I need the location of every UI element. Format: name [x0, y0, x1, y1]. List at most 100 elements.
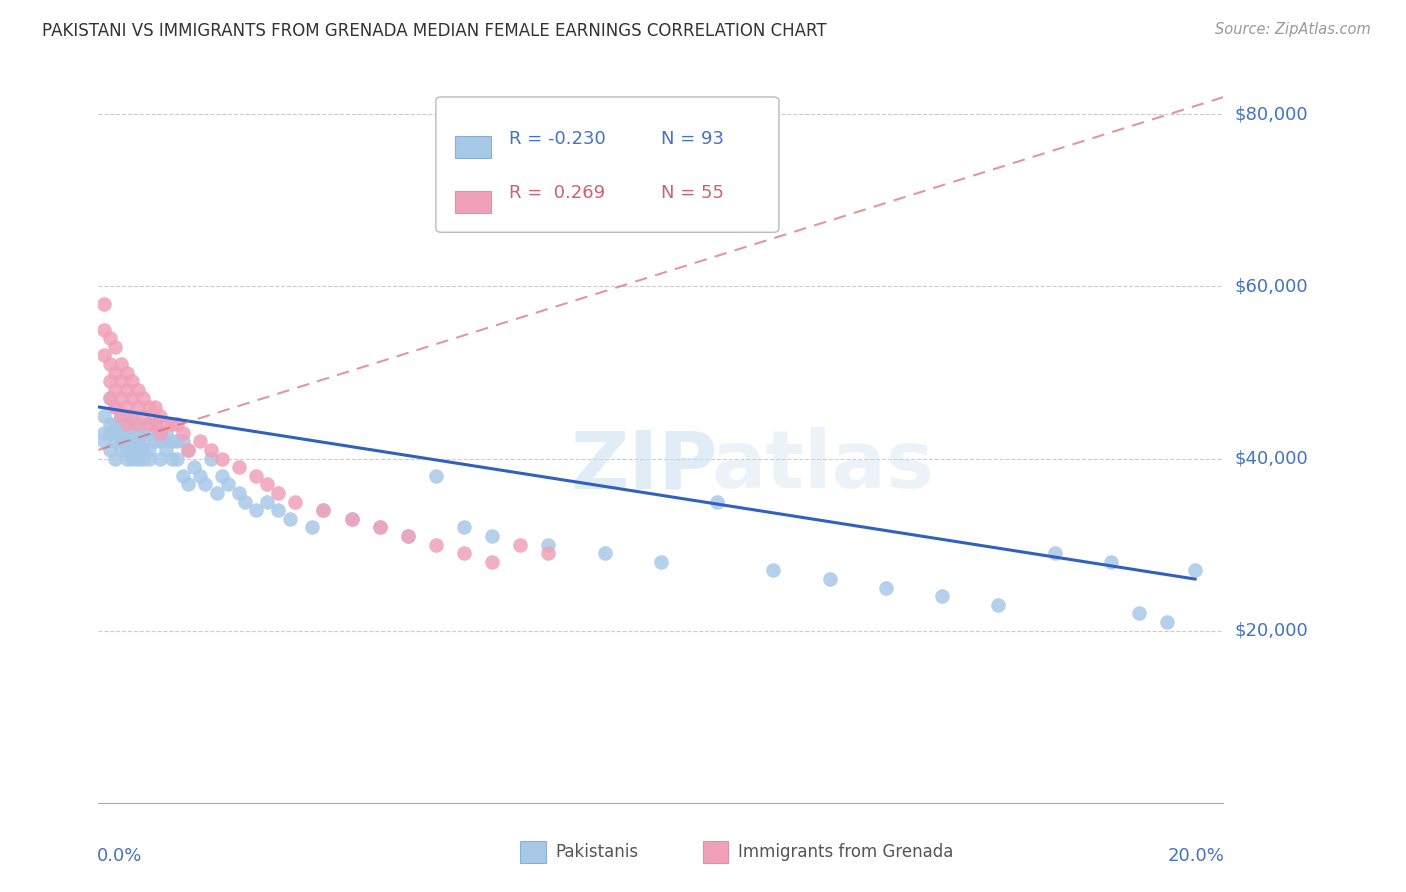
Point — [132, 451, 155, 466]
Point — [121, 417, 143, 432]
Point — [931, 589, 953, 603]
Point — [312, 503, 335, 517]
Point — [138, 417, 160, 432]
Bar — [456, 191, 491, 213]
Text: N = 93: N = 93 — [661, 130, 724, 148]
Point — [228, 486, 250, 500]
Point — [115, 366, 138, 380]
Text: $20,000: $20,000 — [1234, 622, 1308, 640]
Point — [160, 417, 183, 432]
Point — [121, 442, 143, 457]
Point — [301, 520, 323, 534]
Point — [188, 434, 211, 449]
Point — [217, 477, 239, 491]
Text: R = -0.230: R = -0.230 — [509, 130, 606, 148]
Point — [396, 529, 419, 543]
Point — [110, 409, 132, 423]
Point — [149, 451, 172, 466]
Point — [200, 451, 222, 466]
Point — [98, 417, 121, 432]
Point — [127, 434, 149, 449]
Point — [425, 468, 447, 483]
Bar — [456, 136, 491, 158]
Point — [110, 442, 132, 457]
Point — [312, 503, 335, 517]
Point — [183, 460, 205, 475]
Point — [172, 434, 194, 449]
Text: N = 55: N = 55 — [661, 184, 724, 202]
Point — [104, 434, 127, 449]
Point — [115, 400, 138, 414]
Point — [138, 400, 160, 414]
Point — [104, 340, 127, 354]
Point — [143, 400, 166, 414]
Point — [132, 442, 155, 457]
Point — [425, 538, 447, 552]
Point — [340, 512, 363, 526]
Point — [149, 425, 172, 440]
Point — [245, 468, 267, 483]
Point — [127, 417, 149, 432]
Point — [1043, 546, 1066, 560]
Text: Immigrants from Grenada: Immigrants from Grenada — [738, 843, 953, 862]
Point — [177, 442, 200, 457]
Point — [121, 392, 143, 406]
Point — [368, 520, 391, 534]
Point — [537, 538, 560, 552]
Point — [143, 434, 166, 449]
Point — [155, 417, 177, 432]
Text: Pakistanis: Pakistanis — [555, 843, 638, 862]
Point — [172, 425, 194, 440]
Point — [138, 417, 160, 432]
Point — [194, 477, 217, 491]
Text: 20.0%: 20.0% — [1167, 847, 1225, 864]
Point — [110, 425, 132, 440]
Point — [93, 296, 115, 310]
Point — [1099, 555, 1122, 569]
Point — [284, 494, 307, 508]
Point — [93, 434, 115, 449]
Text: 0.0%: 0.0% — [97, 847, 142, 864]
Point — [104, 417, 127, 432]
Point — [233, 494, 256, 508]
Point — [98, 425, 121, 440]
Point — [104, 400, 127, 414]
Point — [110, 434, 132, 449]
Text: Source: ZipAtlas.com: Source: ZipAtlas.com — [1215, 22, 1371, 37]
Point — [245, 503, 267, 517]
Point — [256, 494, 278, 508]
Point — [160, 434, 183, 449]
Point — [143, 425, 166, 440]
Point — [340, 512, 363, 526]
Point — [104, 366, 127, 380]
Text: $80,000: $80,000 — [1234, 105, 1308, 123]
FancyBboxPatch shape — [436, 97, 779, 232]
Point — [127, 400, 149, 414]
Point — [177, 477, 200, 491]
Point — [115, 417, 138, 432]
Point — [267, 486, 290, 500]
Point — [121, 409, 143, 423]
Point — [127, 417, 149, 432]
Point — [987, 598, 1010, 612]
Point — [115, 442, 138, 457]
Point — [177, 442, 200, 457]
Point — [98, 442, 121, 457]
Point — [211, 468, 233, 483]
Point — [98, 374, 121, 388]
Point — [104, 451, 127, 466]
Point — [200, 442, 222, 457]
Point — [115, 383, 138, 397]
Text: $40,000: $40,000 — [1234, 450, 1308, 467]
Point — [121, 451, 143, 466]
Point — [121, 425, 143, 440]
Point — [115, 451, 138, 466]
Point — [149, 409, 172, 423]
Point — [481, 529, 503, 543]
Point — [818, 572, 841, 586]
Point — [104, 400, 127, 414]
Point — [93, 348, 115, 362]
Point — [537, 546, 560, 560]
Point — [93, 409, 115, 423]
Point — [110, 417, 132, 432]
